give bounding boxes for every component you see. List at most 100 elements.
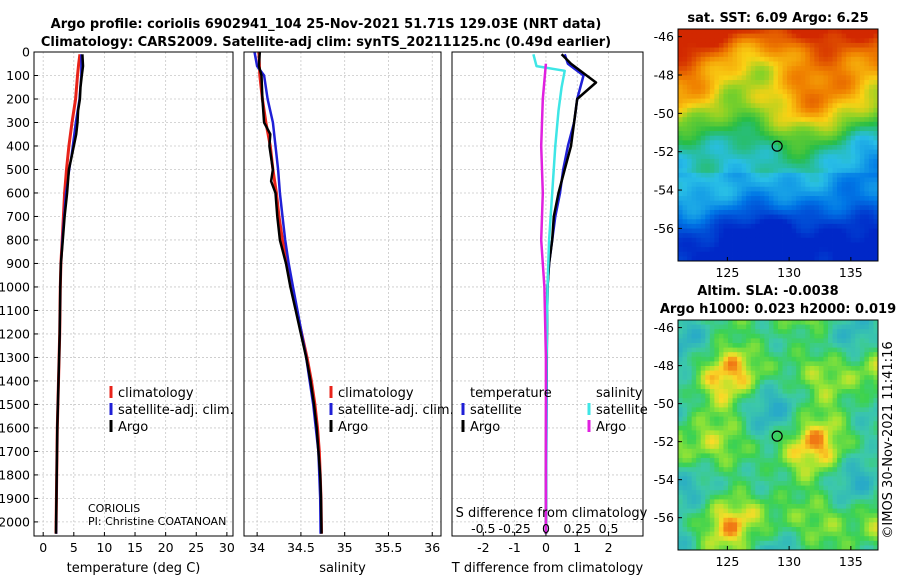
map-cell xyxy=(800,398,806,404)
map-cell xyxy=(682,42,688,48)
map-cell xyxy=(859,421,865,427)
map-cell xyxy=(805,402,811,408)
map-cell xyxy=(678,223,683,229)
map-cell xyxy=(750,126,756,132)
map-cell xyxy=(768,361,774,367)
map-cell xyxy=(705,93,711,99)
map-cell xyxy=(828,186,833,192)
map-cell xyxy=(750,237,756,243)
map-x-tick-label: 135 xyxy=(839,265,863,280)
map-cell xyxy=(750,338,756,344)
map-cell xyxy=(823,338,829,344)
map-cell xyxy=(714,247,720,253)
map-cell xyxy=(823,107,829,113)
map-cell xyxy=(696,154,702,160)
map-cell xyxy=(723,425,729,431)
map-cell xyxy=(818,247,824,253)
map-cell xyxy=(737,517,743,523)
map-cell xyxy=(759,163,765,169)
map-cell xyxy=(850,412,856,417)
map-cell xyxy=(773,56,779,62)
map-cell xyxy=(782,84,788,90)
map-cell xyxy=(714,251,720,257)
map-cell xyxy=(818,522,824,528)
map-cell xyxy=(723,421,729,427)
map-cell xyxy=(832,467,838,473)
map-cell xyxy=(700,453,706,459)
map-cell xyxy=(837,379,843,385)
map-cell xyxy=(768,186,774,192)
map-cell xyxy=(818,490,824,496)
map-cell xyxy=(846,393,852,399)
map-cell xyxy=(787,485,793,491)
map-cell xyxy=(759,38,765,44)
map-cell xyxy=(759,352,765,358)
map-cell xyxy=(750,112,756,118)
map-cell xyxy=(864,163,870,169)
map-cell xyxy=(678,504,683,509)
map-cell xyxy=(700,219,706,225)
map-cell xyxy=(705,527,711,532)
map-cell xyxy=(764,494,770,500)
map-cell xyxy=(873,29,879,35)
map-cell xyxy=(764,407,770,413)
map-cell xyxy=(732,324,738,330)
map-cell xyxy=(868,126,874,132)
map-cell xyxy=(837,540,843,546)
map-cell xyxy=(864,425,870,431)
map-cell xyxy=(823,228,829,234)
map-cell xyxy=(705,233,711,239)
series-line-argo xyxy=(54,54,85,534)
map-cell xyxy=(773,540,779,546)
map-cell xyxy=(841,219,847,225)
map-cell xyxy=(718,402,724,408)
map-cell xyxy=(796,462,802,468)
map-cell xyxy=(696,145,702,151)
map-cell xyxy=(714,75,720,81)
map-cell xyxy=(768,219,774,225)
map-cell xyxy=(782,490,788,496)
map-cell xyxy=(868,66,874,72)
map-cell xyxy=(696,425,702,431)
map-cell xyxy=(809,384,815,390)
map-cell xyxy=(750,145,756,151)
map-cell xyxy=(850,251,856,257)
map-cell xyxy=(809,256,815,262)
map-cell xyxy=(732,154,738,160)
map-cell xyxy=(818,38,824,44)
map-cell xyxy=(814,540,820,546)
map-cell xyxy=(809,517,815,523)
map-cell xyxy=(728,425,733,431)
map-cell xyxy=(768,379,774,385)
map-cell xyxy=(846,177,852,183)
map-cell xyxy=(750,398,756,404)
map-cell xyxy=(828,490,833,496)
map-cell xyxy=(873,182,879,188)
map-cell xyxy=(809,131,815,137)
map-cell xyxy=(678,228,683,234)
map-cell xyxy=(814,490,820,496)
map-cell xyxy=(805,540,811,546)
map-cell xyxy=(755,56,761,62)
map-cell xyxy=(859,467,865,473)
map-cell xyxy=(818,531,824,537)
map-cell xyxy=(837,196,843,202)
map-cell xyxy=(768,324,774,330)
map-cell xyxy=(678,513,683,519)
map-cell xyxy=(682,402,688,408)
map-cell xyxy=(768,458,774,463)
map-cell xyxy=(737,29,743,35)
map-cell xyxy=(873,540,879,546)
map-cell xyxy=(750,172,756,178)
map-cell xyxy=(687,407,693,413)
map-cell xyxy=(732,98,738,104)
map-cell xyxy=(764,38,770,44)
map-cell xyxy=(859,66,865,72)
map-cell xyxy=(823,158,829,164)
map-cell xyxy=(791,467,797,473)
map-cell xyxy=(723,545,729,551)
map-cell xyxy=(700,135,706,141)
map-cell xyxy=(873,329,879,335)
map-cell xyxy=(768,52,774,58)
map-cell xyxy=(828,430,833,436)
